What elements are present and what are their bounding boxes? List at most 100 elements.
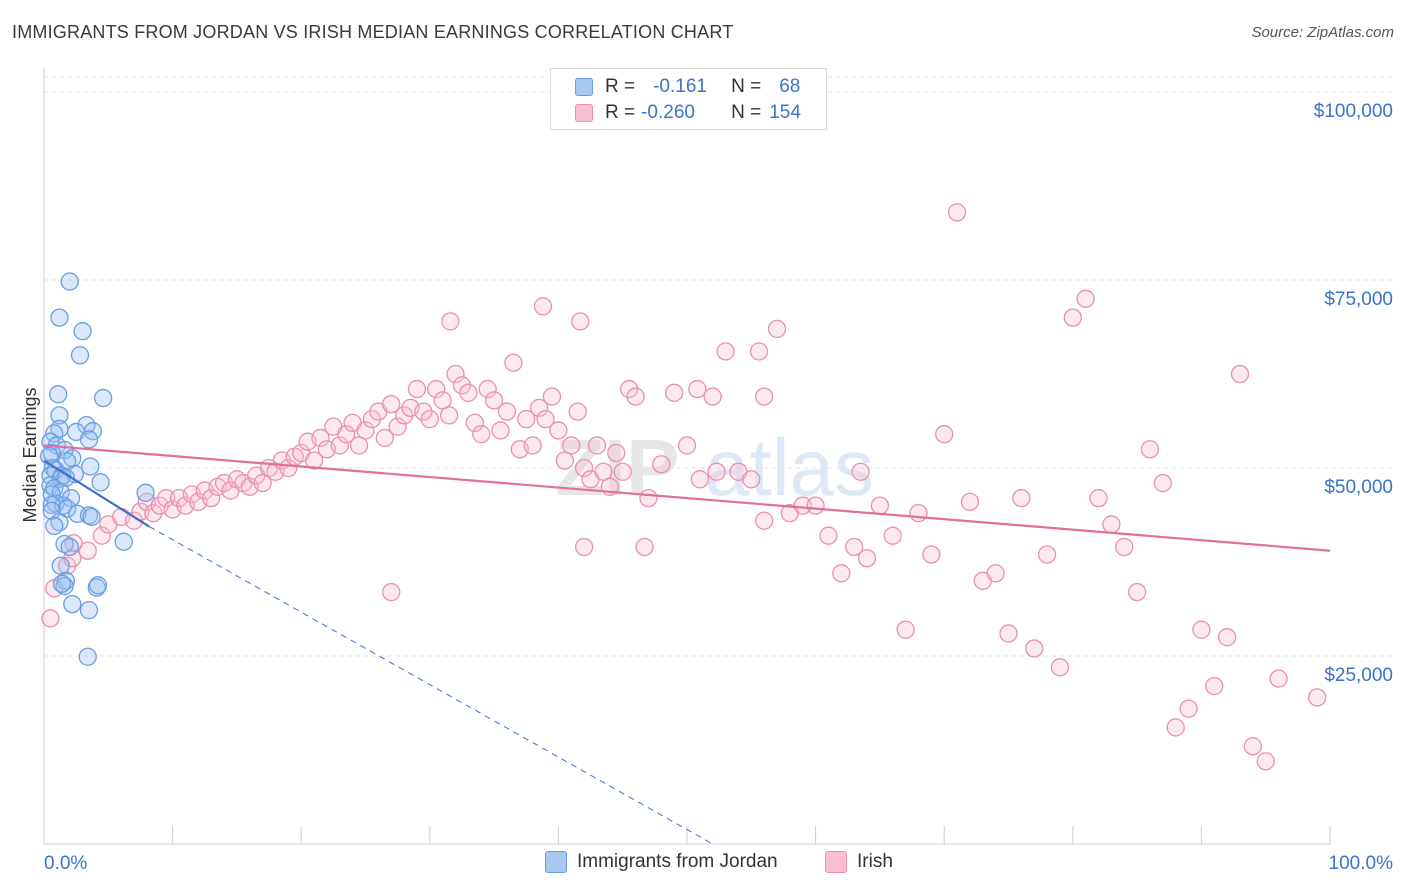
y-axis-label: Median Earnings	[20, 387, 40, 522]
data-point	[594, 462, 613, 481]
data-point	[635, 537, 654, 557]
trend-line-extension	[149, 526, 713, 845]
data-point	[446, 364, 465, 384]
legend-n-value: 154	[769, 102, 801, 123]
data-point	[568, 402, 587, 421]
x-tick-label: 0.0%	[44, 853, 87, 874]
data-point	[1063, 308, 1082, 327]
data-point	[1037, 545, 1057, 564]
data-point	[1012, 488, 1031, 508]
data-point	[806, 496, 825, 515]
legend-row-jordan: R = -0.161 N = 68	[575, 74, 800, 100]
data-point	[707, 462, 726, 481]
legend-r-label: R =	[605, 76, 636, 97]
data-point	[986, 564, 1005, 583]
data-point	[845, 537, 864, 557]
data-point	[407, 379, 427, 399]
data-point	[1179, 699, 1198, 718]
data-point	[716, 342, 735, 361]
data-point	[337, 425, 356, 444]
legend-r-value: -0.161	[653, 76, 707, 97]
data-point	[1025, 639, 1044, 658]
data-point	[517, 409, 536, 429]
data-point	[279, 458, 298, 478]
data-point	[349, 436, 369, 455]
data-point	[414, 402, 433, 421]
data-point	[48, 385, 68, 404]
data-point	[81, 457, 100, 476]
data-point	[63, 449, 82, 468]
data-point	[304, 451, 324, 470]
data-point	[562, 436, 581, 455]
data-point	[571, 312, 590, 331]
data-point	[41, 609, 60, 628]
data-point	[375, 428, 394, 448]
grid-lines	[44, 76, 1395, 657]
data-point	[587, 436, 607, 455]
data-point	[574, 537, 594, 557]
data-point	[433, 391, 452, 410]
data-point	[529, 398, 549, 418]
y-tick-label: $50,000	[1324, 477, 1393, 498]
jordan-points	[39, 272, 155, 666]
data-point	[909, 503, 928, 523]
legend-box: R = -0.161 N = 68 R = -0.260 N = 154	[550, 68, 827, 130]
source-label: Source: ZipAtlas.com	[1251, 24, 1394, 41]
data-point	[1153, 473, 1172, 493]
data-point	[851, 462, 870, 481]
data-point	[819, 526, 838, 545]
data-point	[79, 600, 99, 620]
data-point	[382, 394, 401, 414]
data-point	[253, 473, 272, 493]
legend-n-label: N =	[731, 76, 762, 97]
data-point	[793, 496, 812, 515]
data-point	[607, 443, 626, 463]
data-point	[157, 488, 176, 508]
data-point	[749, 342, 769, 361]
data-point	[947, 203, 967, 222]
data-point	[55, 576, 74, 596]
data-point	[484, 391, 504, 410]
bottom-legend-jordan: Immigrants from Jordan	[545, 851, 778, 873]
data-point	[533, 297, 553, 316]
data-point	[478, 379, 497, 399]
data-point	[767, 319, 787, 339]
data-point	[70, 346, 90, 365]
data-point	[50, 406, 69, 425]
data-point	[896, 620, 915, 639]
data-point	[1205, 676, 1224, 696]
data-point	[755, 387, 774, 406]
data-point	[124, 511, 144, 530]
bottom-legend-label-irish: Irish	[857, 851, 893, 872]
trend-line	[43, 444, 1331, 552]
y-tick-label: $100,000	[1314, 101, 1393, 122]
data-point	[523, 436, 542, 455]
trend-line	[43, 459, 151, 528]
data-point	[639, 488, 658, 508]
data-point	[677, 436, 697, 455]
data-point	[459, 383, 478, 402]
data-point	[1050, 658, 1070, 677]
data-point	[1127, 582, 1147, 602]
data-point	[1307, 688, 1327, 707]
data-point	[1256, 752, 1275, 771]
data-point	[441, 312, 460, 331]
data-point	[555, 451, 574, 470]
data-point	[427, 379, 446, 399]
data-point	[114, 532, 133, 551]
data-point	[330, 436, 349, 455]
data-point	[883, 526, 902, 545]
data-point	[999, 624, 1018, 643]
data-point	[63, 594, 82, 614]
data-point	[78, 541, 97, 560]
data-point	[60, 272, 79, 291]
data-point	[1166, 718, 1185, 737]
data-point	[362, 409, 382, 429]
data-point	[619, 379, 639, 399]
data-point	[1230, 364, 1250, 384]
data-point	[536, 409, 555, 429]
data-point	[1089, 488, 1108, 508]
data-point	[382, 582, 401, 602]
data-point	[52, 574, 72, 593]
